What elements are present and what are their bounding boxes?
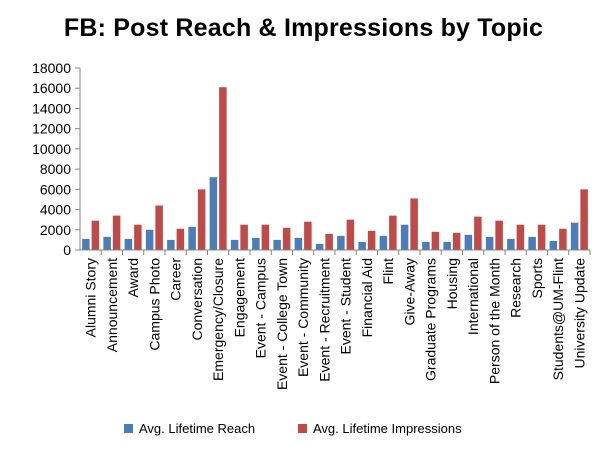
bar-reach [549,240,558,250]
x-category-label: Graduate Programs [423,258,439,381]
bar-impressions [452,232,461,250]
bar-impressions [155,205,163,250]
x-category-label: Sports [529,258,545,298]
x-category-label: Event - Community [295,258,311,377]
x-category-label: Event - Campus [253,258,269,358]
bar-impressions [580,189,588,250]
bar-impressions [495,220,503,250]
bar-impressions [410,198,418,250]
bar-reach [528,236,536,250]
x-category-label: Award [125,258,141,297]
bar-impressions [176,228,185,250]
y-tick-label: 16000 [32,80,71,96]
bar-impressions [91,220,100,250]
bar-reach [379,235,388,250]
bar-reach [507,238,515,250]
bar-reach [422,241,430,250]
x-category-label: Announcement [104,258,120,352]
bar-reach [485,236,494,250]
bar-impressions [474,216,482,250]
y-tick-label: 12000 [32,121,71,137]
chart-title: FB: Post Reach & Impressions by Topic [63,14,544,42]
legend-label-impressions: Avg. Lifetime Impressions [313,421,462,436]
x-category-label: Person of the Month [486,258,502,384]
legend-label-reach: Avg. Lifetime Reach [139,421,256,436]
y-tick-label: 8000 [40,161,71,177]
bar-reach [337,235,345,250]
x-category-label: Flint [380,258,396,285]
bar-impressions [282,227,291,250]
legend-item-reach: Avg. Lifetime Reach [124,421,255,436]
bar-impressions [219,87,227,250]
x-axis-ticks: Alumni Story Announcement Award Campus Phot… [83,250,591,390]
bar-impressions [389,215,397,250]
y-tick-label: 6000 [40,181,71,197]
bar-reach [145,229,154,250]
y-tick-label: 2000 [40,222,71,238]
y-tick-label: 0 [63,242,71,258]
y-tick-label: 10000 [32,141,71,157]
x-category-label: Financial Aid [359,258,375,337]
bar-reach [400,224,409,250]
x-category-label: Alumni Story [83,258,99,337]
bar-reach [252,237,260,250]
x-category-label: Campus Photo [146,258,162,351]
bar-reach [315,243,324,250]
bar-impressions [304,221,312,250]
bar-reach [188,226,196,250]
bar-reach [273,239,281,250]
y-tick-label: 14000 [32,100,71,116]
y-tick-label: 4000 [40,202,71,218]
bar-reach [167,239,175,250]
y-tick-label: 18000 [32,60,71,76]
y-axis-ticks: 0 2000 4000 6000 8000 10000 12000 14000 16000 180… [32,60,80,258]
bar-reach [358,241,366,250]
bar-impressions [240,224,248,250]
bar-reach [443,241,451,250]
x-category-label: International [465,258,481,335]
bar-reach [294,237,303,250]
bar-reach [230,239,239,250]
x-category-label: Emergency/Closure [210,258,226,381]
x-category-label: Career [168,258,184,301]
bar-impressions [112,215,121,250]
bar-impressions [431,231,440,250]
bar-reach [82,238,90,250]
x-category-label: Engagement [231,258,247,338]
bar-impressions [537,224,546,250]
bar-impressions [346,219,355,250]
x-category-label: Event - College Town [274,258,290,390]
x-category-label: Students@UM-Flint [550,258,566,380]
bar-reach [124,238,133,250]
bar-impressions [325,233,333,250]
bar-impressions [197,189,206,250]
bar-impressions [134,224,142,250]
x-category-label: Conversation [189,258,205,341]
legend-swatch-reach [124,424,133,433]
x-category-label: Housing [444,258,460,309]
x-category-label: Research [508,258,524,318]
bars [82,87,588,250]
x-category-label: University Update [571,258,587,369]
bar-reach [570,222,579,250]
bar-impressions [516,224,525,250]
x-category-label: Give-Away [401,258,417,325]
x-category-label: Event - Student [338,258,354,355]
bar-reach [209,177,218,250]
legend-swatch-impressions [298,424,307,433]
legend-item-impressions: Avg. Lifetime Impressions [298,421,462,436]
bar-reach [464,234,473,250]
bar-impressions [367,230,376,250]
x-category-label: Event - Recruitment [316,258,332,382]
bar-reach [103,236,111,250]
bar-impressions [559,228,567,250]
bar-impressions [261,224,270,250]
